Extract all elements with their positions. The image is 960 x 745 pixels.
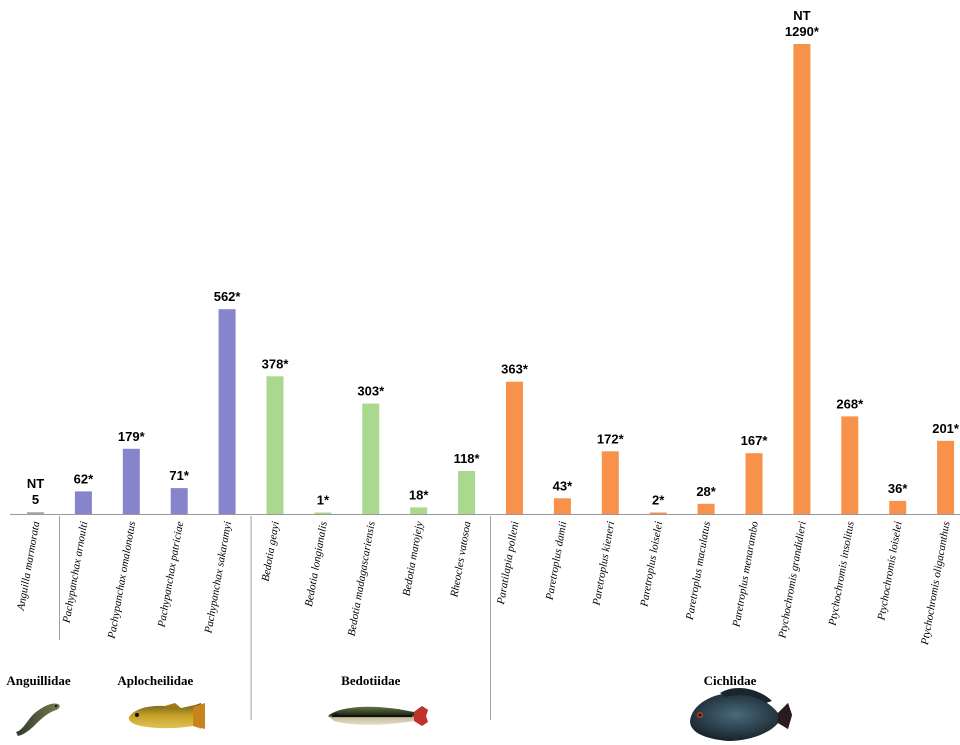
status-label: NT (27, 476, 44, 491)
bar (170, 488, 188, 514)
bar (410, 507, 428, 514)
data-label: 62* (74, 471, 94, 486)
bar (889, 500, 907, 514)
data-label: 303* (357, 384, 385, 399)
bar (314, 512, 332, 514)
bar (266, 376, 284, 514)
x-tick-label: Paretroplus kieneri (590, 520, 617, 607)
x-tick-label: Bedotia geayi (260, 520, 282, 582)
x-tick-label: Bedotia madagascariensis (346, 520, 378, 637)
x-tick-label: Paretroplus menarambo (730, 520, 761, 629)
status-label: NT (793, 8, 810, 23)
data-label: 28* (696, 484, 716, 499)
x-tick-label: Ptychochromis oligacanthus (919, 520, 953, 646)
data-label: 71* (169, 468, 189, 483)
data-label: 201* (932, 421, 960, 436)
x-tick-label: Paretroplus loiselei (638, 520, 665, 608)
bar (697, 503, 715, 514)
x-tick-label: Bedotia marojejy (401, 520, 426, 597)
data-label: 172* (597, 431, 625, 446)
family-label: Bedotiidae (341, 673, 400, 688)
data-label: 5 (32, 492, 39, 507)
eel-icon (16, 703, 60, 736)
x-tick-label: Ptychochromis grandidieri (776, 520, 809, 640)
bar (27, 512, 44, 514)
killifish-icon (128, 703, 205, 729)
bar (458, 471, 476, 514)
data-label: 378* (262, 356, 290, 371)
bar (362, 403, 380, 514)
rainbowfish-icon (328, 706, 428, 726)
x-tick-label: Paratilapia polleni (495, 520, 522, 606)
bar (793, 44, 811, 514)
cichlid-icon (690, 687, 792, 741)
data-label: 268* (836, 396, 864, 411)
bar (553, 498, 571, 514)
bar (122, 448, 140, 514)
data-label: 562* (214, 289, 242, 304)
x-tick-label: Ptychochromis loiselei (875, 520, 904, 622)
data-label: 36* (888, 481, 908, 496)
x-tick-label: Paretroplus maculatus (684, 520, 713, 621)
family-label: Aplocheilidae (117, 673, 193, 688)
data-label: 18* (409, 487, 429, 502)
x-tick-label: Pachypanchax omalonotus (106, 520, 139, 640)
x-tick-label: Pachypanchax patriciae (156, 520, 187, 629)
x-tick-label: Ptychochromis insolitus (826, 520, 856, 627)
data-label: 167* (741, 433, 769, 448)
data-label: 2* (652, 493, 665, 508)
bar (841, 416, 859, 514)
bar (649, 512, 667, 514)
data-label: 179* (118, 429, 146, 444)
family-label: Cichlidae (704, 673, 757, 688)
data-label: 1* (317, 493, 330, 508)
x-tick-label: Pachypanchax arnoulti (60, 520, 90, 624)
data-label: 363* (501, 362, 529, 377)
family-label: Anguillidae (6, 673, 71, 688)
bar (74, 491, 92, 514)
bar (745, 453, 763, 514)
bar (218, 309, 236, 514)
data-label: 118* (454, 451, 481, 466)
bar (601, 451, 619, 514)
x-tick-label: Paretroplus damii (544, 520, 570, 601)
bar (506, 381, 523, 514)
bar (937, 440, 955, 514)
data-label: 43* (553, 478, 573, 493)
data-label: 1290* (785, 24, 820, 39)
x-tick-label: Anguilla marmorata (15, 520, 43, 612)
x-tick-label: Bedotia longianalis (303, 520, 330, 607)
x-tick-label: Rheocles vatosoa (448, 520, 473, 599)
x-tick-label: Pachypanchax sakaramyi (202, 520, 234, 635)
